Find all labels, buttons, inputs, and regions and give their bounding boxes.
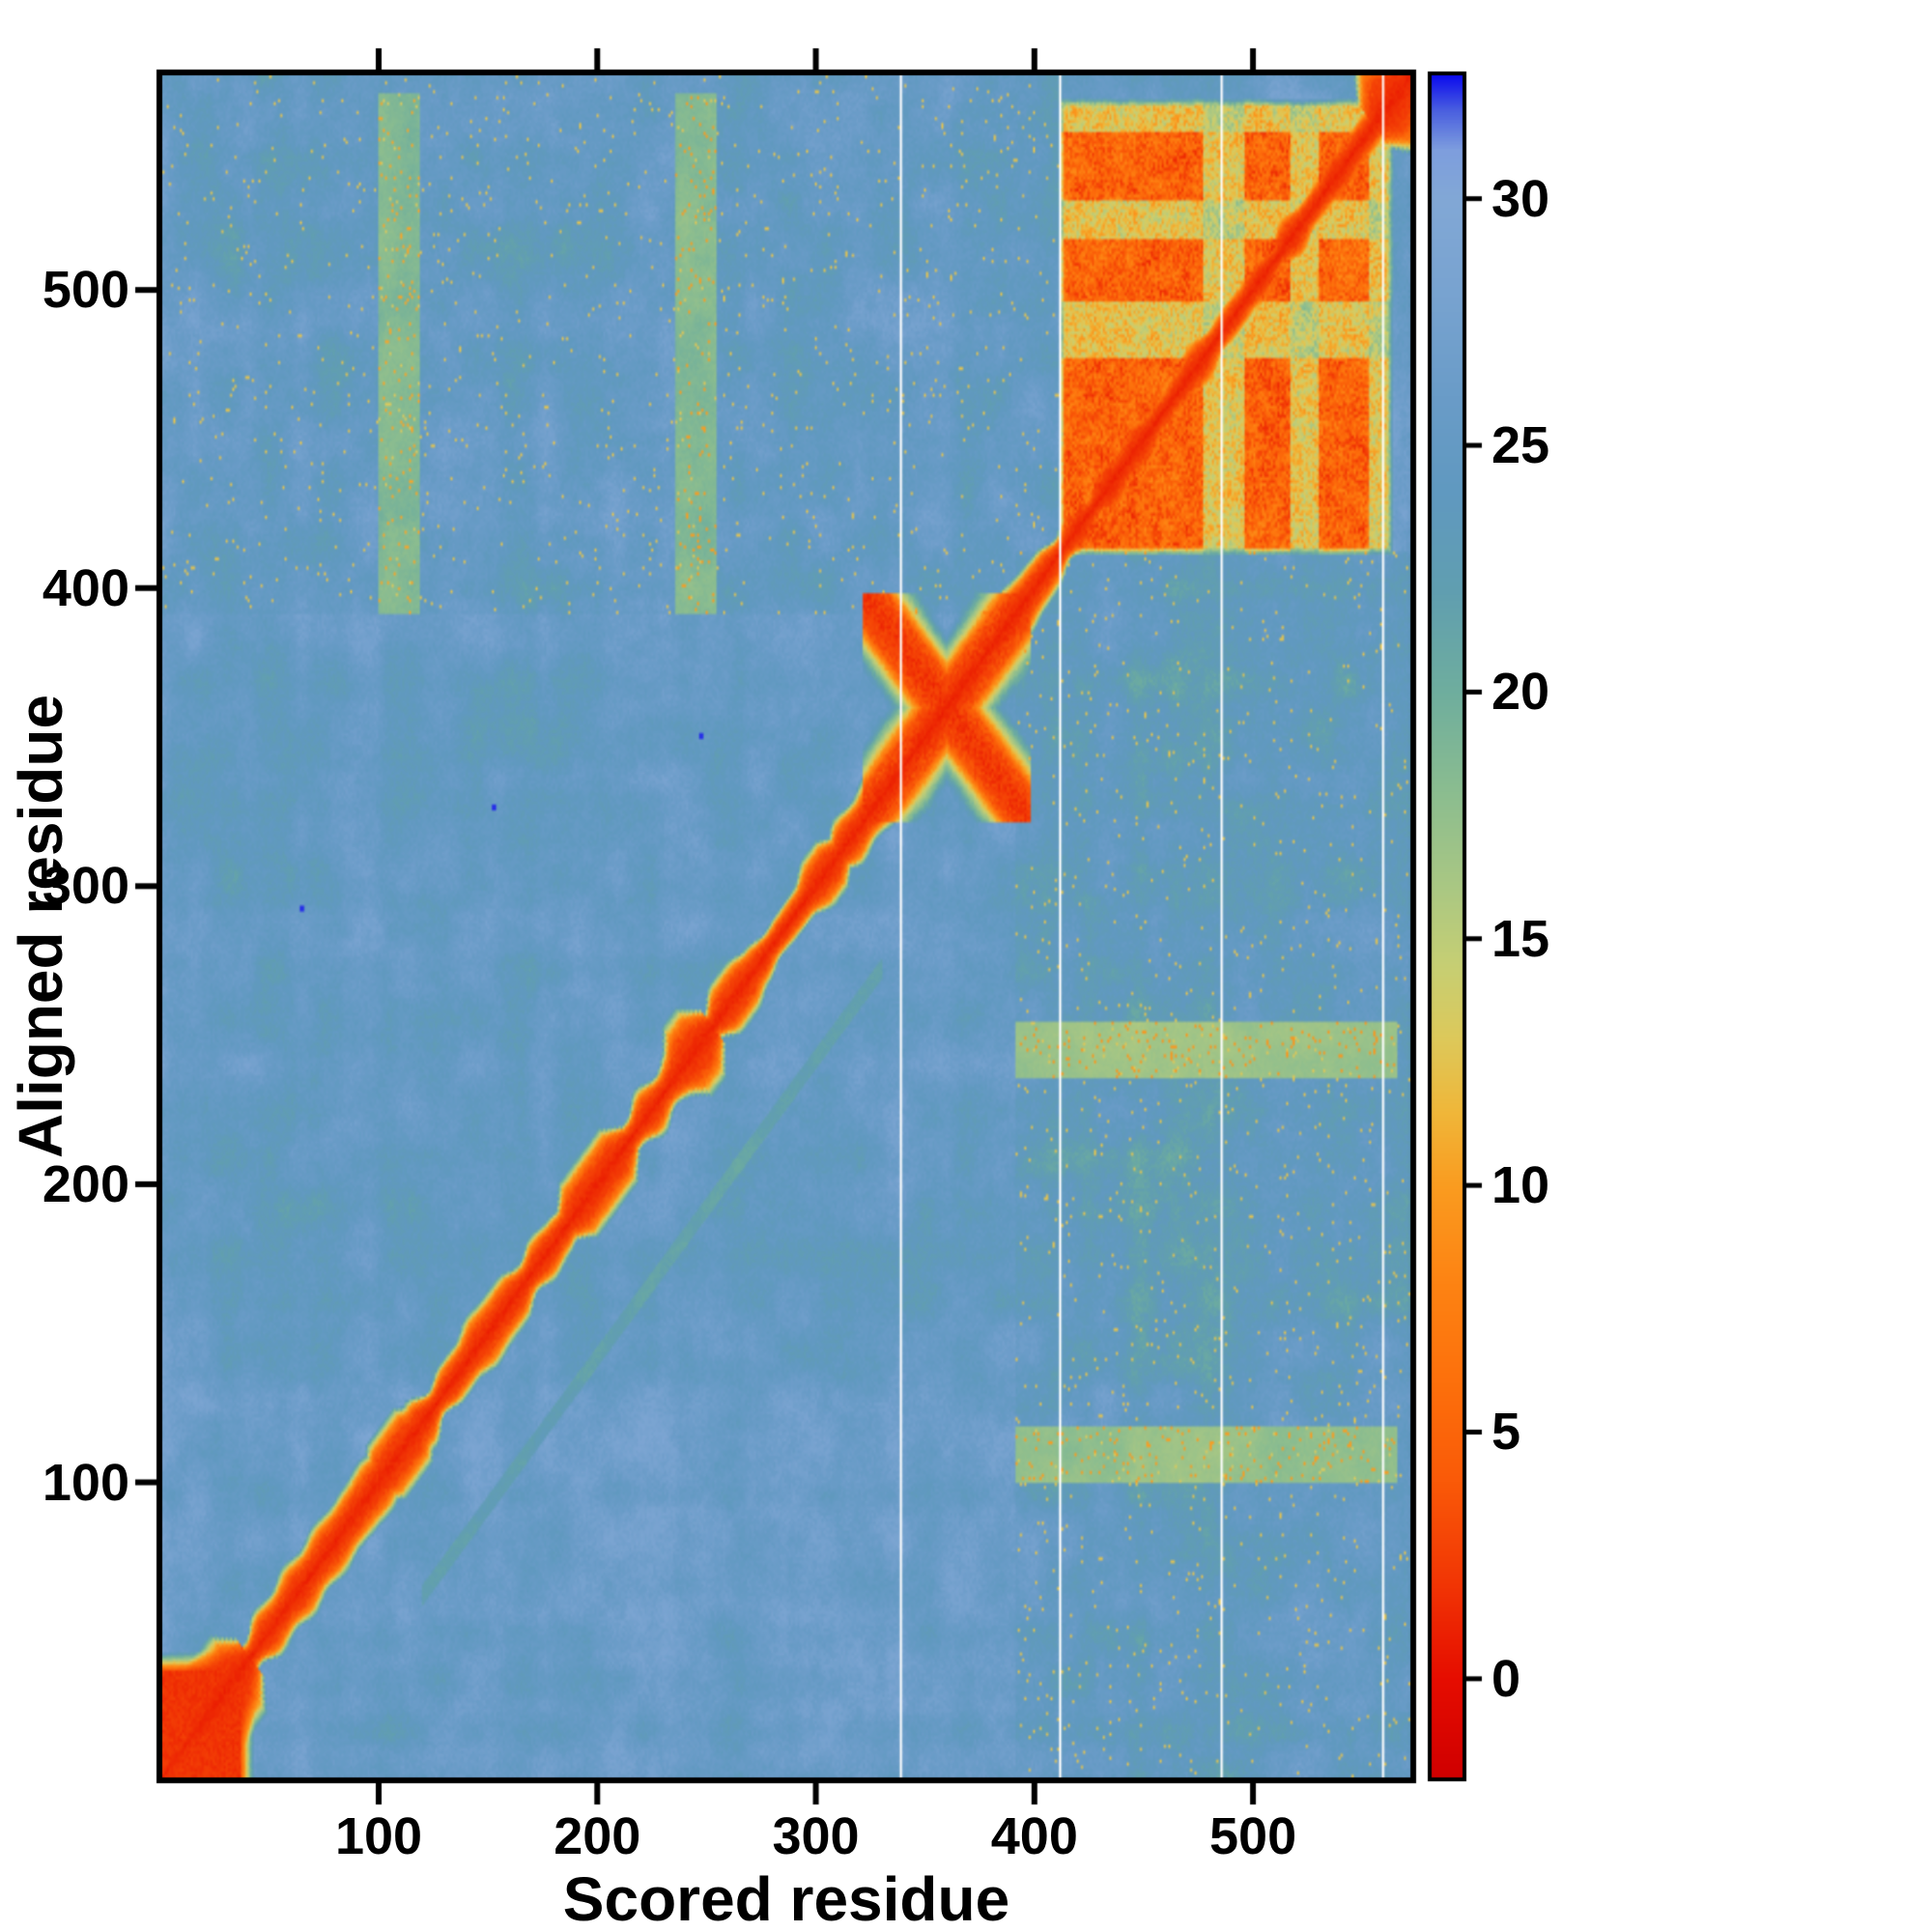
y-axis-label-wrap: Aligned residue — [6, 75, 75, 1777]
y-axis-label: Aligned residue — [6, 694, 75, 1159]
x-axis-label: Scored residue — [562, 1864, 1010, 1932]
